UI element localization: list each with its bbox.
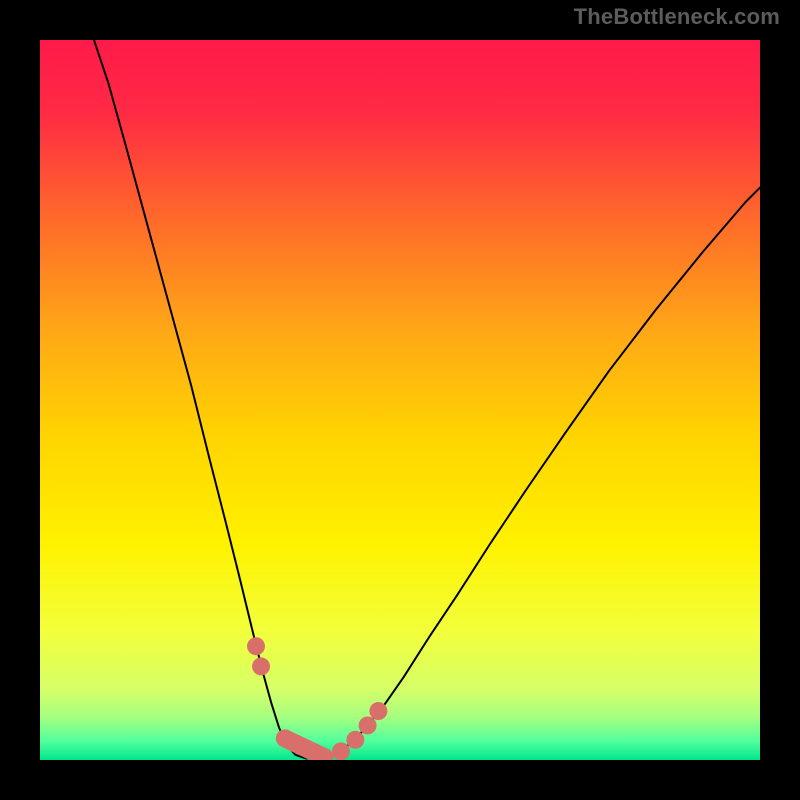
chart-frame: TheBottleneck.com <box>0 0 800 800</box>
curve-marker <box>247 637 265 655</box>
plot-svg <box>40 40 760 760</box>
gradient-background <box>40 40 760 760</box>
curve-marker <box>369 702 387 720</box>
plot-area <box>40 40 760 760</box>
curve-marker <box>346 731 364 749</box>
watermark-text: TheBottleneck.com <box>574 4 780 30</box>
curve-marker <box>359 716 377 734</box>
curve-marker <box>332 742 350 760</box>
curve-marker <box>252 657 270 675</box>
